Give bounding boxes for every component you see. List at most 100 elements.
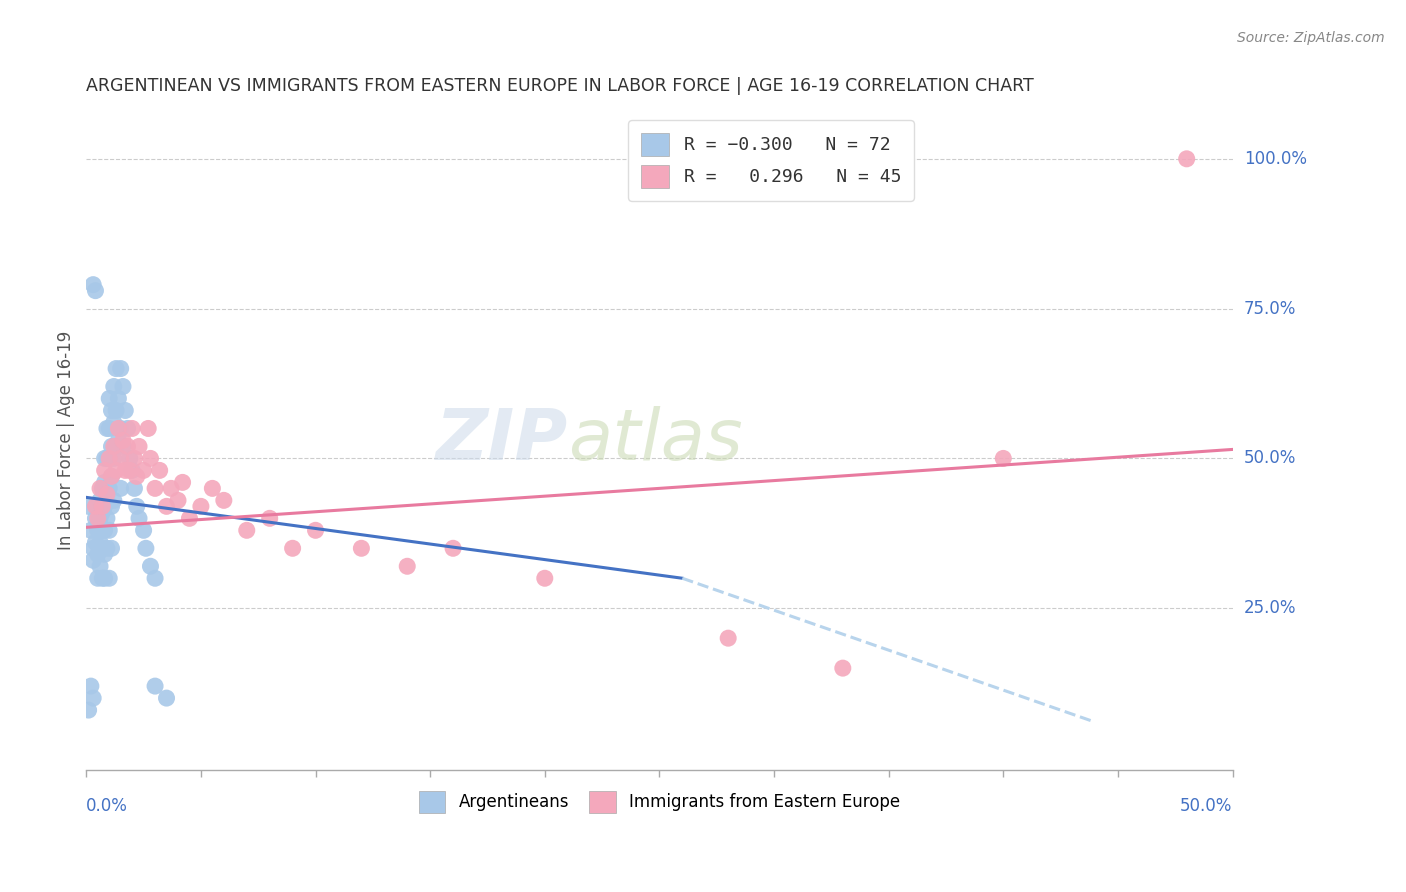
Point (125, 500, 148, 514)
Point (143, 482, 166, 496)
Point (98, 451, 121, 466)
Point (100, 469, 122, 483)
Point (91, 541, 114, 556)
Point (110, 361, 132, 376)
Point (98, 392, 121, 406)
Point (212, 493, 235, 508)
Point (118, 463, 141, 477)
Point (441, 541, 464, 556)
Y-axis label: In Labor Force | Age 16-19: In Labor Force | Age 16-19 (58, 331, 75, 550)
Point (82, 691, 104, 706)
Point (89, 493, 111, 508)
Point (125, 469, 148, 483)
Point (103, 379, 125, 393)
Point (100, 403, 122, 417)
Point (190, 500, 212, 514)
Legend: Argentineans, Immigrants from Eastern Europe: Argentineans, Immigrants from Eastern Eu… (411, 783, 908, 821)
Point (91, 482, 114, 496)
Point (84, 535, 107, 549)
Point (87, 524, 110, 538)
Point (139, 451, 162, 466)
Point (103, 416, 125, 430)
Point (96, 511, 118, 525)
Point (100, 439, 122, 453)
Point (117, 439, 139, 453)
Point (143, 679, 166, 693)
Point (259, 511, 281, 525)
Point (155, 500, 177, 514)
Point (80, 679, 103, 693)
Point (111, 379, 134, 393)
Point (179, 511, 201, 525)
Point (103, 493, 125, 508)
Point (98, 451, 121, 466)
Point (167, 493, 190, 508)
Point (139, 559, 162, 574)
Point (117, 421, 139, 435)
Point (89, 482, 111, 496)
Point (105, 463, 128, 477)
Point (105, 361, 128, 376)
Point (82, 277, 104, 292)
Point (114, 403, 136, 417)
Point (118, 451, 141, 466)
Point (105, 439, 128, 453)
Point (93, 524, 115, 538)
Text: 0.0%: 0.0% (86, 797, 128, 815)
Point (201, 482, 224, 496)
Point (84, 511, 107, 525)
Point (236, 524, 259, 538)
Point (1175, 152, 1198, 166)
Point (91, 571, 114, 585)
Point (110, 451, 132, 466)
Point (103, 439, 125, 453)
Point (93, 500, 115, 514)
Point (96, 421, 118, 435)
Point (281, 541, 304, 556)
Point (87, 547, 110, 561)
Point (103, 451, 125, 466)
Point (107, 421, 129, 435)
Point (304, 524, 326, 538)
Point (717, 631, 740, 645)
Point (84, 500, 107, 514)
Point (100, 500, 122, 514)
Point (80, 524, 103, 538)
Point (100, 469, 122, 483)
Point (89, 535, 111, 549)
Text: atlas: atlas (568, 406, 742, 475)
Point (128, 511, 150, 525)
Point (91, 505, 114, 519)
Point (172, 475, 194, 490)
Point (533, 571, 555, 585)
Point (82, 553, 104, 567)
Point (96, 541, 118, 556)
Point (132, 524, 155, 538)
Text: 50.0%: 50.0% (1180, 797, 1233, 815)
Text: 75.0%: 75.0% (1244, 300, 1296, 318)
Point (831, 661, 853, 675)
Point (396, 559, 419, 574)
Point (77, 500, 100, 514)
Point (96, 482, 118, 496)
Text: 25.0%: 25.0% (1244, 599, 1296, 617)
Point (149, 463, 172, 477)
Point (160, 482, 183, 496)
Text: 100.0%: 100.0% (1244, 150, 1306, 168)
Point (107, 392, 129, 406)
Text: ZIP: ZIP (436, 406, 568, 475)
Point (93, 475, 115, 490)
Point (91, 500, 114, 514)
Point (114, 463, 136, 477)
Point (87, 571, 110, 585)
Point (124, 451, 146, 466)
Point (111, 434, 134, 448)
Point (136, 421, 159, 435)
Point (100, 541, 122, 556)
Point (96, 451, 118, 466)
Point (110, 421, 132, 435)
Point (155, 691, 177, 706)
Point (82, 541, 104, 556)
Point (110, 482, 132, 496)
Point (93, 547, 115, 561)
